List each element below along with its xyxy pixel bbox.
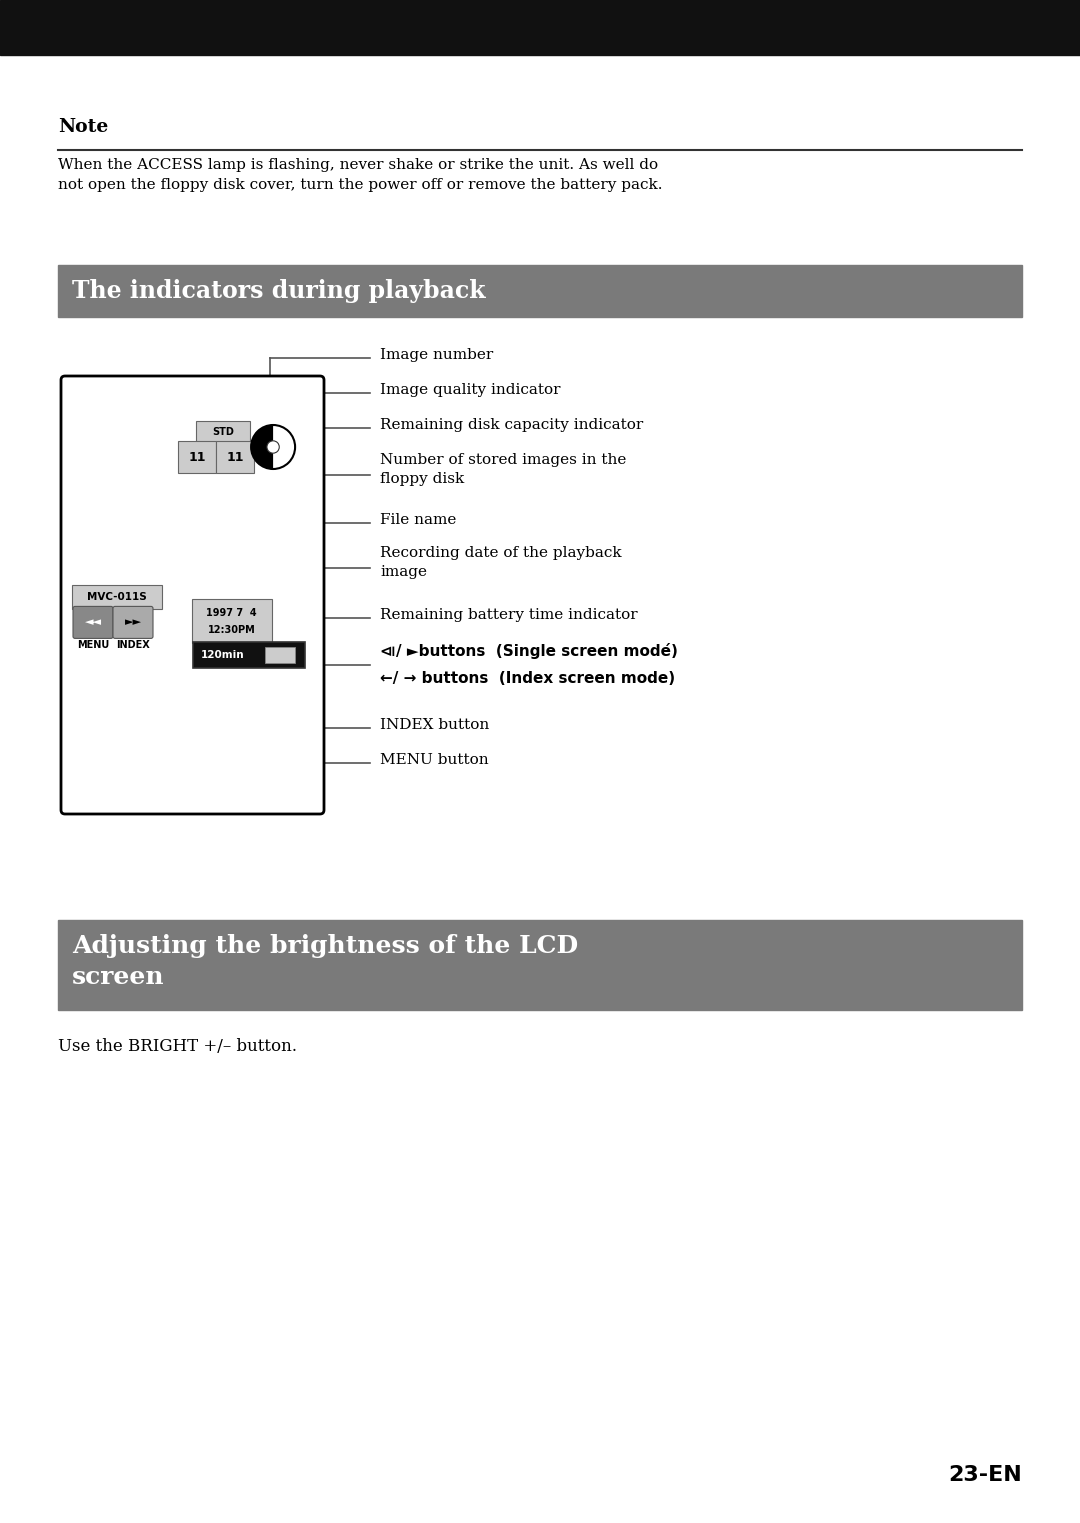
Text: MENU button: MENU button <box>380 752 488 768</box>
Text: Adjusting the brightness of the LCD
screen: Adjusting the brightness of the LCD scre… <box>72 934 578 988</box>
Text: Remaining battery time indicator: Remaining battery time indicator <box>380 608 637 621</box>
Text: Image quality indicator: Image quality indicator <box>380 382 561 398</box>
Text: INDEX button: INDEX button <box>380 717 489 733</box>
Text: 11: 11 <box>188 451 206 463</box>
Text: ⧏/ ►buttons  (Single screen modé): ⧏/ ►buttons (Single screen modé) <box>380 643 678 659</box>
Text: 11: 11 <box>227 451 244 463</box>
Text: Recording date of the playback
image: Recording date of the playback image <box>380 547 622 579</box>
Bar <box>0 0 1080 55</box>
Text: Remaining disk capacity indicator: Remaining disk capacity indicator <box>380 417 644 433</box>
FancyBboxPatch shape <box>178 442 216 474</box>
Text: 120min: 120min <box>201 650 244 661</box>
FancyBboxPatch shape <box>191 600 271 643</box>
FancyBboxPatch shape <box>216 442 254 474</box>
FancyBboxPatch shape <box>73 606 113 638</box>
FancyBboxPatch shape <box>60 376 324 813</box>
Bar <box>58 265 1022 317</box>
Text: MVC-011S: MVC-011S <box>87 592 147 603</box>
Wedge shape <box>252 425 273 469</box>
FancyBboxPatch shape <box>72 585 162 609</box>
Circle shape <box>252 425 295 469</box>
Text: Note: Note <box>58 117 108 136</box>
Text: INDEX: INDEX <box>117 640 150 650</box>
Text: Image number: Image number <box>380 347 494 362</box>
Bar <box>192 643 305 669</box>
Text: ◄◄: ◄◄ <box>84 617 102 627</box>
Text: Number of stored images in the
floppy disk: Number of stored images in the floppy di… <box>380 452 626 486</box>
Circle shape <box>267 440 280 454</box>
Text: 1997 7  4: 1997 7 4 <box>206 608 257 618</box>
Text: 12:30PM: 12:30PM <box>207 626 255 635</box>
Text: Use the BRIGHT +/– button.: Use the BRIGHT +/– button. <box>58 1039 297 1055</box>
Text: 23-EN: 23-EN <box>948 1465 1022 1485</box>
Text: ←/ → buttons  (Index screen mode): ←/ → buttons (Index screen mode) <box>380 672 675 685</box>
Text: STD: STD <box>212 426 234 437</box>
Text: MENU: MENU <box>77 640 109 650</box>
Text: When the ACCESS lamp is flashing, never shake or strike the unit. As well do
not: When the ACCESS lamp is flashing, never … <box>58 158 662 192</box>
Text: ►►: ►► <box>124 617 141 627</box>
Text: The indicators during playback: The indicators during playback <box>72 279 486 303</box>
FancyBboxPatch shape <box>197 420 251 443</box>
FancyBboxPatch shape <box>113 606 153 638</box>
Bar <box>58 920 1022 1010</box>
Text: File name: File name <box>380 513 457 527</box>
Bar <box>265 647 295 664</box>
